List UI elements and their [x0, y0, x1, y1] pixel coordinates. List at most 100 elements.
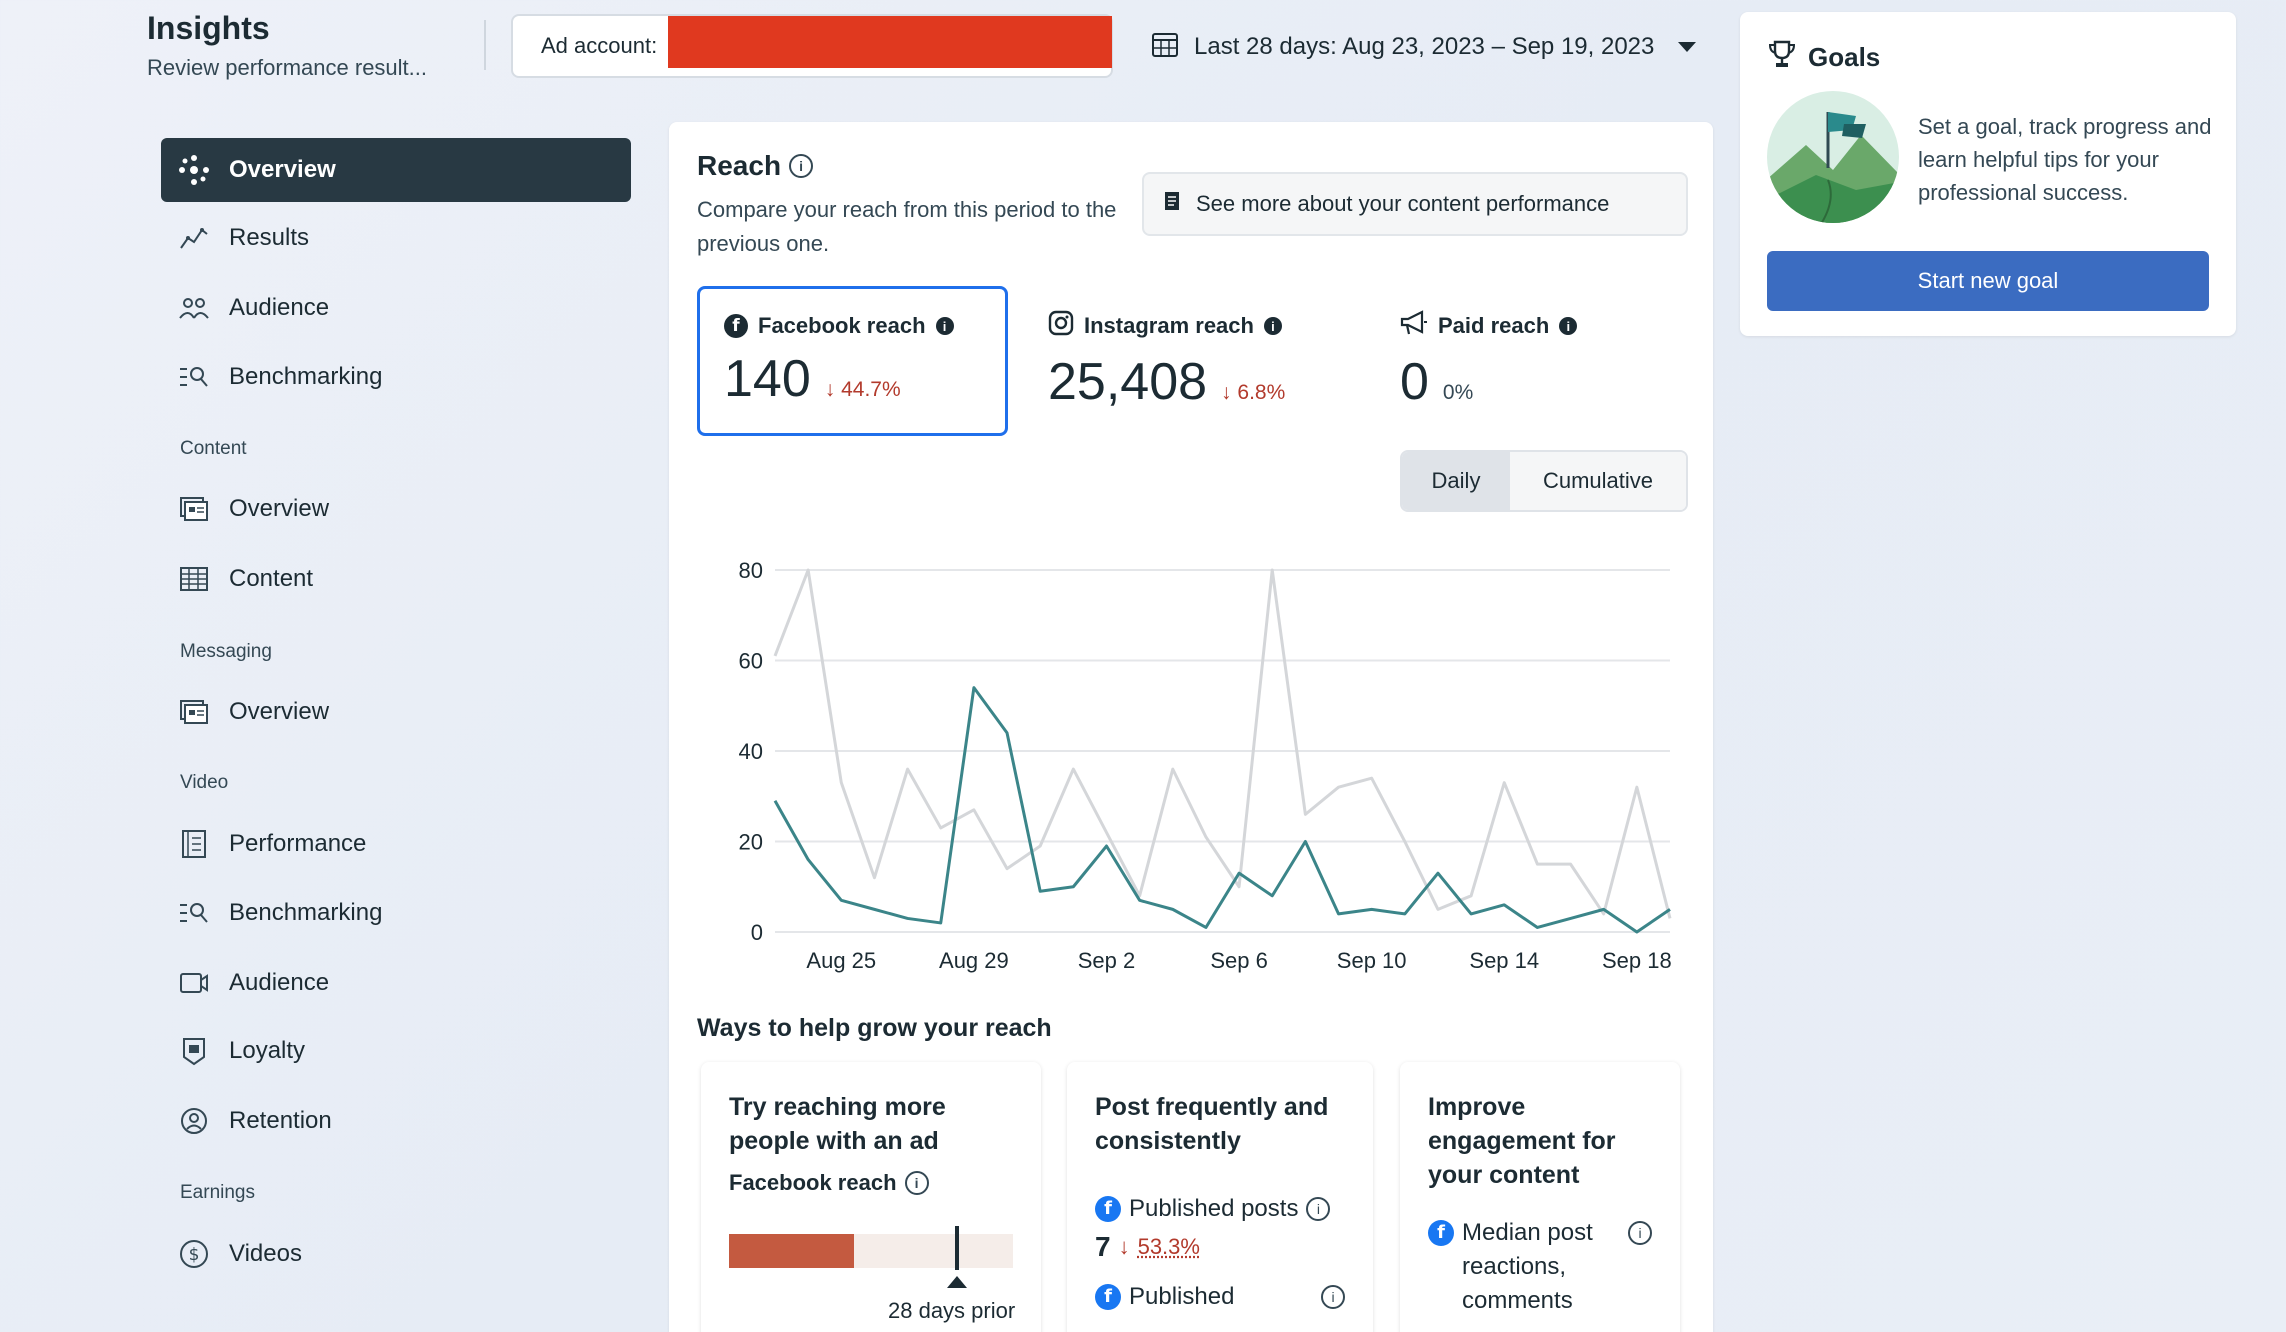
published-row: f Published i	[1095, 1280, 1345, 1314]
bar-caption: 28 days prior	[888, 1298, 1016, 1323]
reach-bar-marker	[955, 1226, 959, 1270]
instagram-icon	[1048, 310, 1074, 342]
document-icon	[177, 827, 211, 861]
median-post-label: Median post	[1462, 1219, 1593, 1246]
sidebar-item-video-loyalty[interactable]: Loyalty	[161, 1019, 631, 1083]
sidebar-item-results[interactable]: Results	[161, 206, 631, 270]
sidebar-section-video: Video	[180, 772, 229, 793]
toggle-cumulative[interactable]: Cumulative	[1510, 452, 1686, 510]
page-subtitle: Review performance result...	[147, 55, 427, 80]
sidebar-item-label: Performance	[229, 830, 367, 857]
see-more-content-button[interactable]: See more about your content performance	[1142, 172, 1688, 236]
info-icon[interactable]: i	[1321, 1285, 1345, 1309]
retention-icon	[177, 1104, 211, 1138]
sidebar-item-label: Results	[229, 224, 310, 251]
sidebar-section-earnings: Earnings	[180, 1182, 255, 1203]
arrow-down-icon: ↓	[824, 378, 842, 401]
sidebar-item-label: Overview	[229, 698, 330, 725]
metric-label: Instagram reach	[1084, 313, 1254, 338]
start-new-goal-button[interactable]: Start new goal	[1767, 251, 2209, 311]
info-icon[interactable]: i	[1628, 1221, 1652, 1245]
sidebar-item-video-performance[interactable]: Performance	[161, 812, 631, 876]
svg-text:$: $	[189, 1245, 200, 1265]
sidebar-item-earnings-videos[interactable]: $ Videos	[161, 1222, 631, 1286]
current-period-line	[773, 686, 1671, 934]
metric-facebook-reach[interactable]: f Facebook reach i 140 ↓ 44.7%	[697, 286, 1008, 436]
toggle-daily[interactable]: Daily	[1402, 452, 1510, 510]
date-range-picker[interactable]: Last 28 days: Aug 23, 2023 – Sep 19, 202…	[1150, 22, 1697, 72]
benchmarking-icon	[177, 896, 211, 930]
info-icon[interactable]: i	[1263, 317, 1282, 335]
metric-label: Facebook reach	[758, 313, 926, 338]
reach-description: Compare your reach from this period to t…	[697, 197, 1117, 256]
benchmarking-icon	[177, 360, 211, 394]
sidebar-item-label: Retention	[229, 1107, 332, 1134]
metric-paid-reach[interactable]: Paid reach i 0 0%	[1376, 286, 1696, 436]
sidebar-item-content[interactable]: Content	[161, 547, 631, 611]
reach-line-chart: 0 20 40 60 80 Aug 25 Aug 29 Sep 2 Sep 6 Sep 10 Sep…	[739, 558, 1672, 973]
metric-value: 25,408	[1048, 353, 1208, 411]
x-tick-label: Sep 18	[1602, 948, 1672, 973]
published-posts-delta[interactable]: 53.3%	[1137, 1234, 1200, 1259]
sidebar-item-label: Overview	[229, 156, 336, 183]
megaphone-icon	[1400, 310, 1428, 342]
sidebar-item-video-audience[interactable]: Audience	[161, 951, 631, 1015]
sidebar-item-label: Audience	[229, 969, 330, 996]
published-posts-row: f Published posts i	[1095, 1192, 1345, 1226]
x-tick-label: Sep 10	[1337, 948, 1407, 973]
sidebar-item-label: Audience	[229, 294, 330, 321]
published-label: Published	[1129, 1283, 1235, 1310]
page-title: Insights	[147, 10, 270, 46]
y-tick-label: 0	[751, 920, 763, 945]
metric-delta: ↓ 6.8%	[1221, 381, 1285, 405]
tip-title: Post frequently and consistently	[1095, 1093, 1329, 1155]
sidebar-item-label: Content	[229, 565, 314, 592]
sidebar-item-video-retention[interactable]: Retention	[161, 1089, 631, 1153]
metric-instagram-reach[interactable]: Instagram reach i 25,408 ↓ 6.8%	[1024, 286, 1354, 436]
info-icon[interactable]: i	[935, 317, 954, 335]
sidebar-item-benchmarking[interactable]: Benchmarking	[161, 345, 631, 409]
video-camera-icon	[177, 966, 211, 1000]
previous-period-line	[773, 568, 1672, 919]
arrow-down-icon: ↓	[1118, 1234, 1130, 1259]
info-icon[interactable]: i	[904, 1171, 929, 1195]
y-tick-label: 20	[739, 830, 763, 855]
badge-icon	[177, 1034, 211, 1068]
sidebar-item-messaging-overview[interactable]: Overview	[161, 680, 631, 744]
facebook-icon: f	[1428, 1220, 1454, 1246]
metric-value: 0	[1400, 353, 1429, 411]
dollar-icon: $	[177, 1237, 211, 1271]
tip-card-post-frequently[interactable]: Post frequently and consistently f Publi…	[1067, 1062, 1373, 1332]
tip-sub-label: Facebook reach	[729, 1170, 897, 1195]
info-icon[interactable]: i	[1306, 1197, 1331, 1221]
date-range-label: Last 28 days: Aug 23, 2023 – Sep 19, 202…	[1194, 33, 1655, 60]
published-posts-label: Published posts	[1129, 1195, 1299, 1222]
metric-delta: 0%	[1442, 381, 1474, 404]
tip-subheading: Facebook reach i	[729, 1170, 1013, 1196]
info-icon[interactable]: i	[789, 154, 814, 178]
sidebar-item-label: Benchmarking	[229, 363, 383, 390]
sidebar-item-audience[interactable]: Audience	[161, 276, 631, 340]
sidebar-item-content-overview[interactable]: Overview	[161, 477, 631, 541]
see-more-label: See more about your content performance	[1196, 191, 1610, 216]
median-post-line3: comments	[1462, 1287, 1573, 1314]
mountain-flag-illustration	[1767, 91, 1899, 223]
goals-description: Set a goal, track progress and learn hel…	[1918, 114, 2212, 205]
sidebar-item-label: Loyalty	[229, 1037, 306, 1064]
sidebar-section-messaging: Messaging	[180, 641, 272, 662]
tip-title: Improve engagement for your content	[1428, 1093, 1616, 1189]
marker-triangle-icon	[947, 1276, 967, 1288]
info-icon[interactable]: i	[1559, 317, 1578, 335]
sidebar-item-label: Benchmarking	[229, 899, 383, 926]
calendar-icon	[1150, 29, 1180, 66]
sidebar-item-video-benchmarking[interactable]: Benchmarking	[161, 881, 631, 945]
tip-card-ad[interactable]: Try reaching more people with an ad Face…	[701, 1062, 1041, 1332]
metric-delta: ↓ 44.7%	[825, 378, 901, 402]
ad-account-redaction	[668, 16, 1112, 68]
tip-card-engagement[interactable]: Improve engagement for your content f Me…	[1400, 1062, 1680, 1332]
trophy-icon	[1766, 38, 1798, 77]
chevron-down-icon	[1678, 42, 1697, 52]
metric-value: 140	[724, 350, 811, 408]
posts-icon	[177, 695, 211, 729]
sidebar-item-overview[interactable]: Overview	[161, 138, 631, 202]
